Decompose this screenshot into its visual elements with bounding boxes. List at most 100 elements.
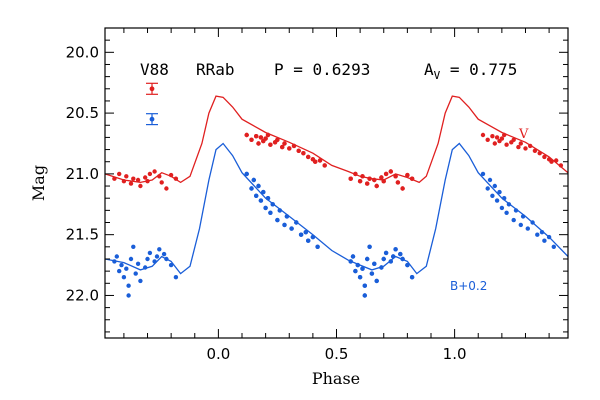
series-0-point-repeat [485,137,490,142]
series-1-point [256,183,261,189]
series-0-point [374,183,379,189]
series-1-point-repeat [551,244,556,249]
series-0-point [317,158,323,163]
series-0-point-repeat [516,144,521,150]
series-1-point [367,244,372,249]
series-1-template-curve [104,142,569,275]
series-0-point-repeat [542,154,547,160]
series-0-point [348,176,353,181]
series-0-point-repeat [537,151,542,156]
series-1-point [263,205,268,211]
series-0-point [360,174,365,179]
y-tick-label: 20.0 [66,43,99,61]
header-amplitude-subscript: V [434,69,441,82]
series-1-point-repeat [499,205,505,211]
series-0-point-repeat [143,175,148,180]
series-1-point [379,265,384,270]
series-1-point [372,261,377,266]
series-0-point-repeat [138,183,143,189]
series-0-point [254,134,259,139]
series-0-point-repeat [147,171,153,177]
series-1-point [365,256,370,262]
series-1-point [362,293,367,298]
series-0-point-repeat [121,179,127,184]
series-1-point [348,259,353,264]
series-1-point [303,230,308,235]
series-1-point-repeat [525,226,530,231]
series-1-point [369,271,375,276]
series-0-point [322,163,327,168]
series-1-point [391,254,396,259]
x-tick-label: 0.5 [325,345,349,363]
series-0-point [268,142,273,147]
series-1-point-repeat [539,230,545,235]
series-1-point [270,202,275,207]
series-1-point [265,196,271,201]
series-1-point [294,220,299,225]
series-1-point [374,278,379,284]
series-1 [104,142,569,298]
series-0-point [357,179,363,184]
series-0-point [306,154,311,160]
x-tick-label: 1.0 [443,345,467,363]
series-1-point [360,266,365,271]
series-1-point [268,210,273,215]
series-1-point-repeat [147,250,153,256]
series-1-point-repeat [485,186,490,191]
series-0-point [287,146,292,151]
series-0-point [280,144,285,150]
series-0-point [244,132,249,138]
series-0-point [265,132,271,138]
series-0-point-repeat [135,177,141,183]
series-1-point [393,247,398,252]
series-1-point-repeat [157,247,162,252]
header-amplitude-prefix: A [424,60,434,79]
series-1-point [398,251,403,257]
series-1-point-repeat [487,177,493,183]
series-0-point-repeat [504,142,509,147]
series-0-point [282,141,287,146]
series-0-point [296,148,301,153]
series-0-point [291,143,297,149]
series-1-point [381,256,386,262]
series-1-point-repeat [112,259,117,264]
series-0-point-repeat [518,141,523,146]
series-1-point-repeat [535,232,540,237]
series-0-point-repeat [131,176,136,181]
series-1-point-repeat [131,244,136,249]
series-1-point-repeat [128,256,134,262]
series-0-point [388,169,393,174]
series-1-point-repeat [168,262,174,268]
series-1-point [244,171,249,177]
series-1-point-repeat [124,266,129,271]
series-1-point [289,226,294,231]
series-0-point-repeat [528,143,533,149]
series-0-point-repeat [145,179,150,184]
series-1-point [298,232,304,237]
series-0 [104,95,569,191]
header-amplitude: AV = 0.775 [424,60,517,82]
series-1-point-repeat [152,259,157,264]
series-1-point-repeat [513,208,519,213]
series-0-point-repeat [549,159,554,164]
series-1-point-repeat [126,283,131,288]
series-1-point [310,234,316,240]
series-1-point [284,214,290,219]
series-1-point [258,198,264,203]
series-0-point [365,181,370,186]
series-1-point-repeat [119,262,124,268]
series-0-point [313,159,318,164]
x-axis-label: Phase [312,369,360,388]
series-1-point-repeat [121,275,127,280]
x-tick-label: 0.0 [206,345,230,363]
series-1-point [282,222,287,228]
series-1-point [249,186,254,191]
series-0-point [249,137,254,142]
series-1-point [362,283,367,288]
y-tick-label: 22.0 [66,286,99,304]
series-1-point [388,259,393,264]
series-1-point [315,244,320,249]
series-0-point [258,135,264,140]
